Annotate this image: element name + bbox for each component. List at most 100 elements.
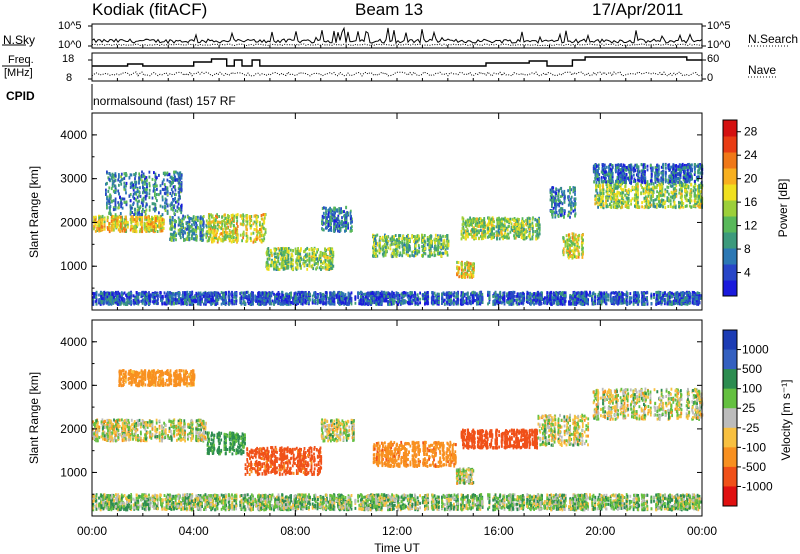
scatter-cell: [424, 240, 426, 243]
scatter-cell: [461, 263, 463, 266]
scatter-cell: [93, 216, 95, 219]
scatter-cell: [392, 252, 394, 255]
scatter-cell: [173, 177, 175, 180]
scatter-cell: [656, 195, 658, 198]
scatter-cell: [617, 198, 619, 201]
scatter-cell: [610, 197, 612, 200]
scatter-cell: [227, 214, 229, 217]
scatter-cell: [647, 200, 649, 203]
scatter-cell: [146, 179, 148, 182]
scatter-cell: [572, 232, 574, 235]
scatter-cell: [393, 238, 395, 241]
scatter-cell: [621, 201, 623, 204]
scatter-cell: [666, 186, 668, 189]
scatter-cell: [288, 247, 290, 250]
scatter-cell: [510, 218, 512, 221]
scatter-cell: [130, 199, 132, 202]
scatter-cell: [299, 264, 301, 267]
scatter-cell: [113, 229, 115, 232]
scatter-cell: [141, 216, 143, 219]
scatter-cell: [115, 213, 117, 216]
scatter-cell: [274, 263, 276, 266]
scatter-cell: [437, 252, 439, 255]
scatter-cell: [483, 234, 485, 237]
scatter-cell: [156, 176, 158, 179]
scatter-cell: [621, 206, 623, 209]
scatter-cell: [321, 222, 323, 225]
scatter-cell: [406, 243, 408, 246]
scatter-cell: [446, 234, 448, 237]
scatter-cell: [157, 230, 159, 233]
scatter-cell: [331, 208, 333, 211]
scatter-cell: [695, 200, 697, 203]
scatter-cell: [96, 224, 98, 227]
scatter-cell: [570, 206, 572, 209]
scatter-cell: [124, 198, 126, 201]
scatter-cell: [261, 214, 263, 217]
scatter-cell: [231, 221, 233, 224]
scatter-cell: [264, 217, 266, 220]
scatter-cell: [118, 206, 120, 209]
scatter-cell: [647, 195, 649, 198]
scatter-cell: [503, 228, 505, 231]
scatter-cell: [375, 248, 377, 251]
scatter-cell: [315, 262, 317, 265]
scatter-cell: [253, 241, 255, 244]
scatter-cell: [523, 228, 525, 231]
scatter-cell: [217, 223, 219, 226]
scatter-cell: [672, 184, 674, 187]
scatter-cell: [203, 226, 205, 229]
scatter-cell: [120, 183, 122, 186]
scatter-cell: [313, 255, 315, 258]
scatter-cell: [597, 206, 599, 209]
scatter-cell: [236, 216, 238, 219]
scatter-cell: [496, 219, 498, 222]
scatter-cell: [175, 209, 177, 212]
scatter-cell: [553, 207, 555, 210]
scatter-cell: [597, 184, 599, 187]
scatter-cell: [291, 253, 293, 256]
scatter-cell: [675, 206, 677, 209]
scatter-cell: [270, 264, 272, 267]
scatter-cell: [209, 219, 211, 222]
scatter-cell: [572, 257, 574, 260]
scatter-cell: [637, 185, 639, 188]
scatter-cell: [563, 216, 565, 219]
scatter-cell: [113, 208, 115, 211]
scatter-cell: [698, 195, 700, 198]
scatter-cell: [409, 255, 411, 258]
scatter-cell: [621, 188, 623, 191]
scatter-cell: [143, 197, 145, 200]
scatter-cell: [578, 246, 580, 249]
scatter-cell: [564, 212, 566, 215]
scatter-cell: [340, 209, 342, 212]
scatter-cell: [107, 190, 109, 193]
scatter-cell: [434, 254, 436, 257]
scatter-cell: [113, 199, 115, 202]
scatter-cell: [113, 190, 115, 193]
scatter-cell: [290, 249, 292, 252]
scatter-cell: [178, 195, 180, 198]
scatter-cell: [345, 213, 347, 216]
scatter-cell: [637, 201, 639, 204]
scatter-cell: [424, 243, 426, 246]
scatter-cell: [513, 234, 515, 237]
scatter-cell: [325, 256, 327, 259]
scatter-cell: [416, 240, 418, 243]
scatter-cell: [143, 200, 145, 203]
scatter-cell: [130, 229, 132, 232]
scatter-cell: [158, 220, 160, 223]
scatter-cell: [306, 255, 308, 258]
scatter-cell: [563, 251, 565, 254]
scatter-cell: [386, 250, 388, 253]
scatter-cell: [145, 198, 147, 201]
scatter-cell: [138, 177, 140, 180]
scatter-cell: [446, 244, 448, 247]
scatter-cell: [309, 260, 311, 263]
scatter-cell: [299, 253, 301, 256]
scatter-cell: [306, 264, 308, 267]
scatter-cell: [312, 252, 314, 255]
scatter-cell: [532, 224, 534, 227]
scatter-cell: [197, 227, 199, 230]
scatter-cell: [535, 237, 537, 240]
